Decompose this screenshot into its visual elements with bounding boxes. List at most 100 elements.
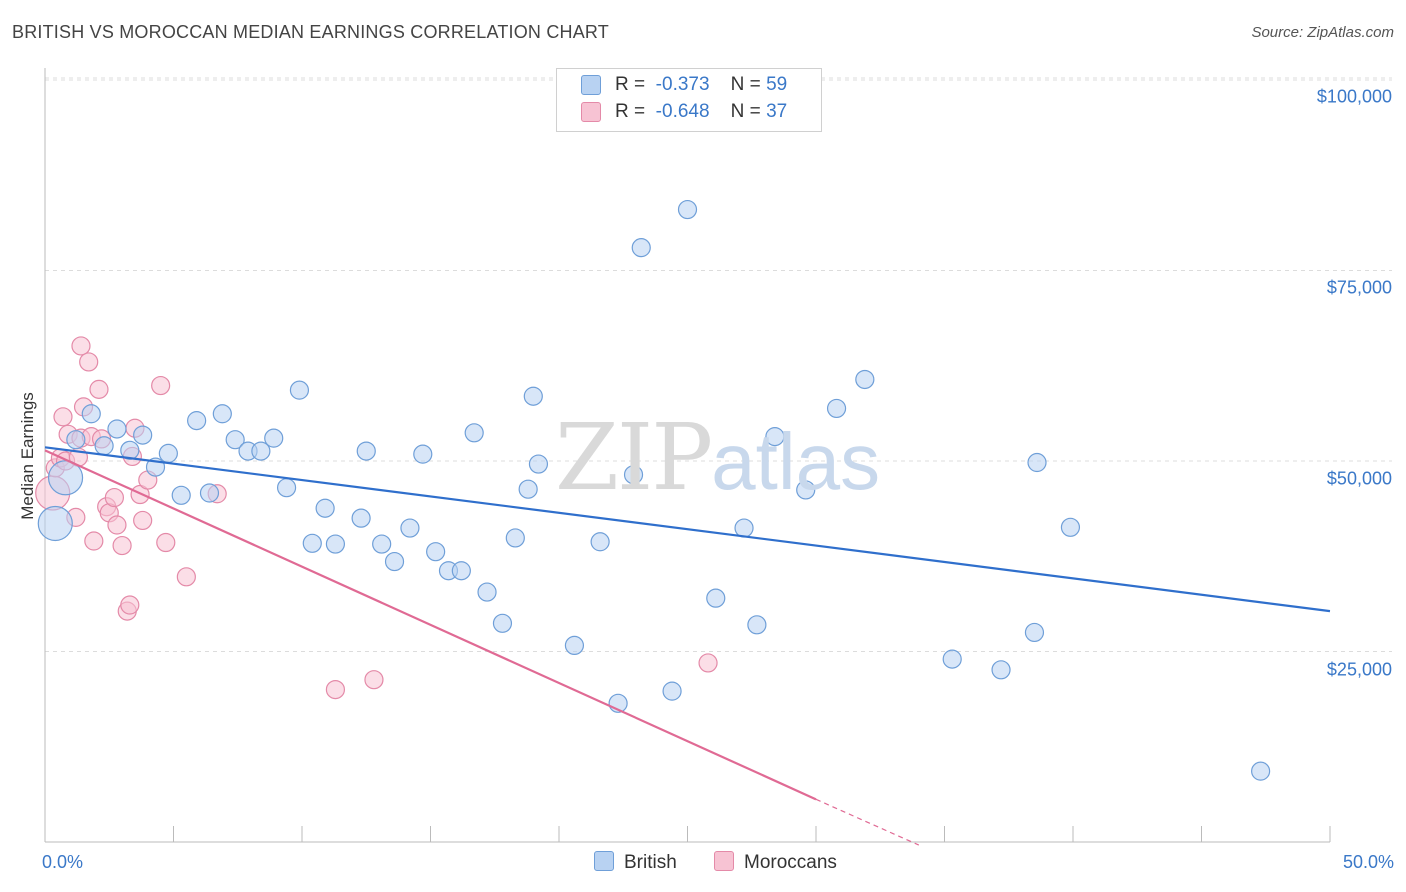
british-point bbox=[171, 485, 191, 505]
source-label: Source: ZipAtlas.com bbox=[1251, 24, 1394, 41]
bottom-legend-moroccans: Moroccans bbox=[714, 850, 837, 874]
moroccans-point bbox=[156, 532, 176, 553]
british-point bbox=[492, 613, 513, 633]
bottom-legend-british: British bbox=[594, 850, 677, 874]
british-point bbox=[991, 660, 1011, 680]
n-label: N = bbox=[730, 74, 761, 95]
british-point bbox=[426, 542, 446, 562]
british-point bbox=[826, 398, 847, 419]
moroccans-point bbox=[104, 487, 124, 508]
moroccans-point bbox=[133, 510, 153, 531]
r-label: R = bbox=[615, 101, 646, 122]
moroccans-points bbox=[35, 336, 718, 700]
british-point bbox=[451, 561, 471, 581]
british-point bbox=[212, 404, 232, 424]
british-point bbox=[120, 440, 140, 460]
british-point bbox=[796, 480, 816, 500]
british-point bbox=[523, 386, 543, 406]
british-point bbox=[855, 369, 875, 390]
moroccans-trend-extension bbox=[815, 798, 920, 846]
british-point bbox=[505, 528, 525, 548]
british-point bbox=[356, 441, 376, 461]
british-point bbox=[187, 411, 207, 431]
moroccans-swatch bbox=[581, 101, 601, 122]
british-point bbox=[1251, 761, 1271, 781]
british-point bbox=[400, 518, 420, 538]
moroccans-legend-label: Moroccans bbox=[744, 852, 837, 873]
y-tick-label: $50,000 bbox=[1326, 468, 1392, 489]
y-axis-label: Median Earnings bbox=[18, 392, 37, 520]
british-r-value: -0.373 bbox=[655, 74, 710, 95]
british-point bbox=[747, 615, 767, 635]
axes bbox=[44, 68, 1331, 843]
gridlines bbox=[45, 77, 1392, 652]
moroccans-point bbox=[89, 379, 109, 399]
correlation-legend: R = -0.373 N = 59 R = -0.648 N = 37 bbox=[556, 68, 822, 132]
watermark: ZIPatlas bbox=[555, 404, 880, 511]
british-point bbox=[1024, 622, 1045, 643]
british-legend-swatch bbox=[594, 850, 614, 871]
british-trend-line bbox=[44, 446, 1331, 613]
british-point bbox=[37, 505, 73, 542]
british-point bbox=[413, 444, 433, 464]
british-point bbox=[289, 380, 310, 400]
british-point bbox=[942, 649, 962, 669]
british-point bbox=[623, 465, 644, 485]
moroccans-trend-line bbox=[44, 449, 817, 801]
british-n-value: 59 bbox=[766, 74, 788, 95]
chart-title: BRITISH VS MOROCCAN MEDIAN EARNINGS CORR… bbox=[12, 22, 609, 42]
british-point bbox=[631, 238, 651, 258]
british-point bbox=[528, 454, 549, 474]
moroccans-point bbox=[364, 670, 384, 690]
moroccans-point bbox=[325, 679, 346, 700]
british-point bbox=[107, 419, 127, 439]
british-point bbox=[518, 479, 538, 499]
british-point bbox=[302, 533, 322, 553]
british-point bbox=[477, 582, 497, 602]
moroccans-point bbox=[79, 352, 99, 372]
moroccans-point bbox=[112, 535, 132, 556]
watermark-atlas: atlas bbox=[711, 417, 881, 506]
y-tick-label: $25,000 bbox=[1326, 659, 1392, 680]
british-point bbox=[133, 425, 153, 445]
british-point bbox=[225, 430, 245, 450]
moroccans-point bbox=[120, 595, 140, 615]
british-point bbox=[372, 534, 392, 554]
british-point bbox=[351, 508, 371, 528]
british-swatch bbox=[581, 74, 601, 95]
british-point bbox=[315, 498, 335, 518]
x-tick-label-max: 50.0% bbox=[1342, 852, 1394, 872]
r-label: R = bbox=[615, 74, 646, 95]
moroccans-r-value: -0.648 bbox=[655, 101, 710, 122]
y-tick-label: $75,000 bbox=[1326, 277, 1392, 298]
british-point bbox=[199, 483, 220, 503]
british-point bbox=[662, 681, 682, 701]
british-point bbox=[94, 436, 114, 456]
british-point bbox=[325, 534, 346, 554]
british-point bbox=[276, 478, 297, 498]
british-point bbox=[734, 518, 754, 538]
moroccans-n-value: 37 bbox=[766, 101, 788, 122]
moroccans-point bbox=[53, 407, 73, 427]
legend-row-moroccans: R = -0.648 N = 37 bbox=[581, 101, 787, 127]
british-point bbox=[384, 551, 405, 572]
moroccans-point bbox=[71, 336, 91, 356]
n-label: N = bbox=[730, 101, 761, 122]
moroccans-point bbox=[84, 531, 104, 551]
british-point bbox=[564, 635, 585, 656]
moroccans-legend-swatch bbox=[714, 850, 734, 871]
british-legend-label: British bbox=[624, 852, 677, 873]
british-point bbox=[264, 428, 284, 448]
british-point bbox=[677, 199, 698, 220]
y-tick-label: $100,000 bbox=[1316, 86, 1392, 107]
british-point bbox=[251, 441, 271, 461]
british-point bbox=[66, 430, 86, 450]
x-tick-label-min: 0.0% bbox=[42, 852, 84, 872]
moroccans-point bbox=[151, 375, 171, 396]
moroccans-point bbox=[698, 653, 718, 673]
british-point bbox=[1027, 452, 1047, 473]
legend-row-british: R = -0.373 N = 59 bbox=[581, 74, 787, 100]
british-point bbox=[590, 532, 610, 552]
moroccans-point bbox=[107, 515, 127, 535]
